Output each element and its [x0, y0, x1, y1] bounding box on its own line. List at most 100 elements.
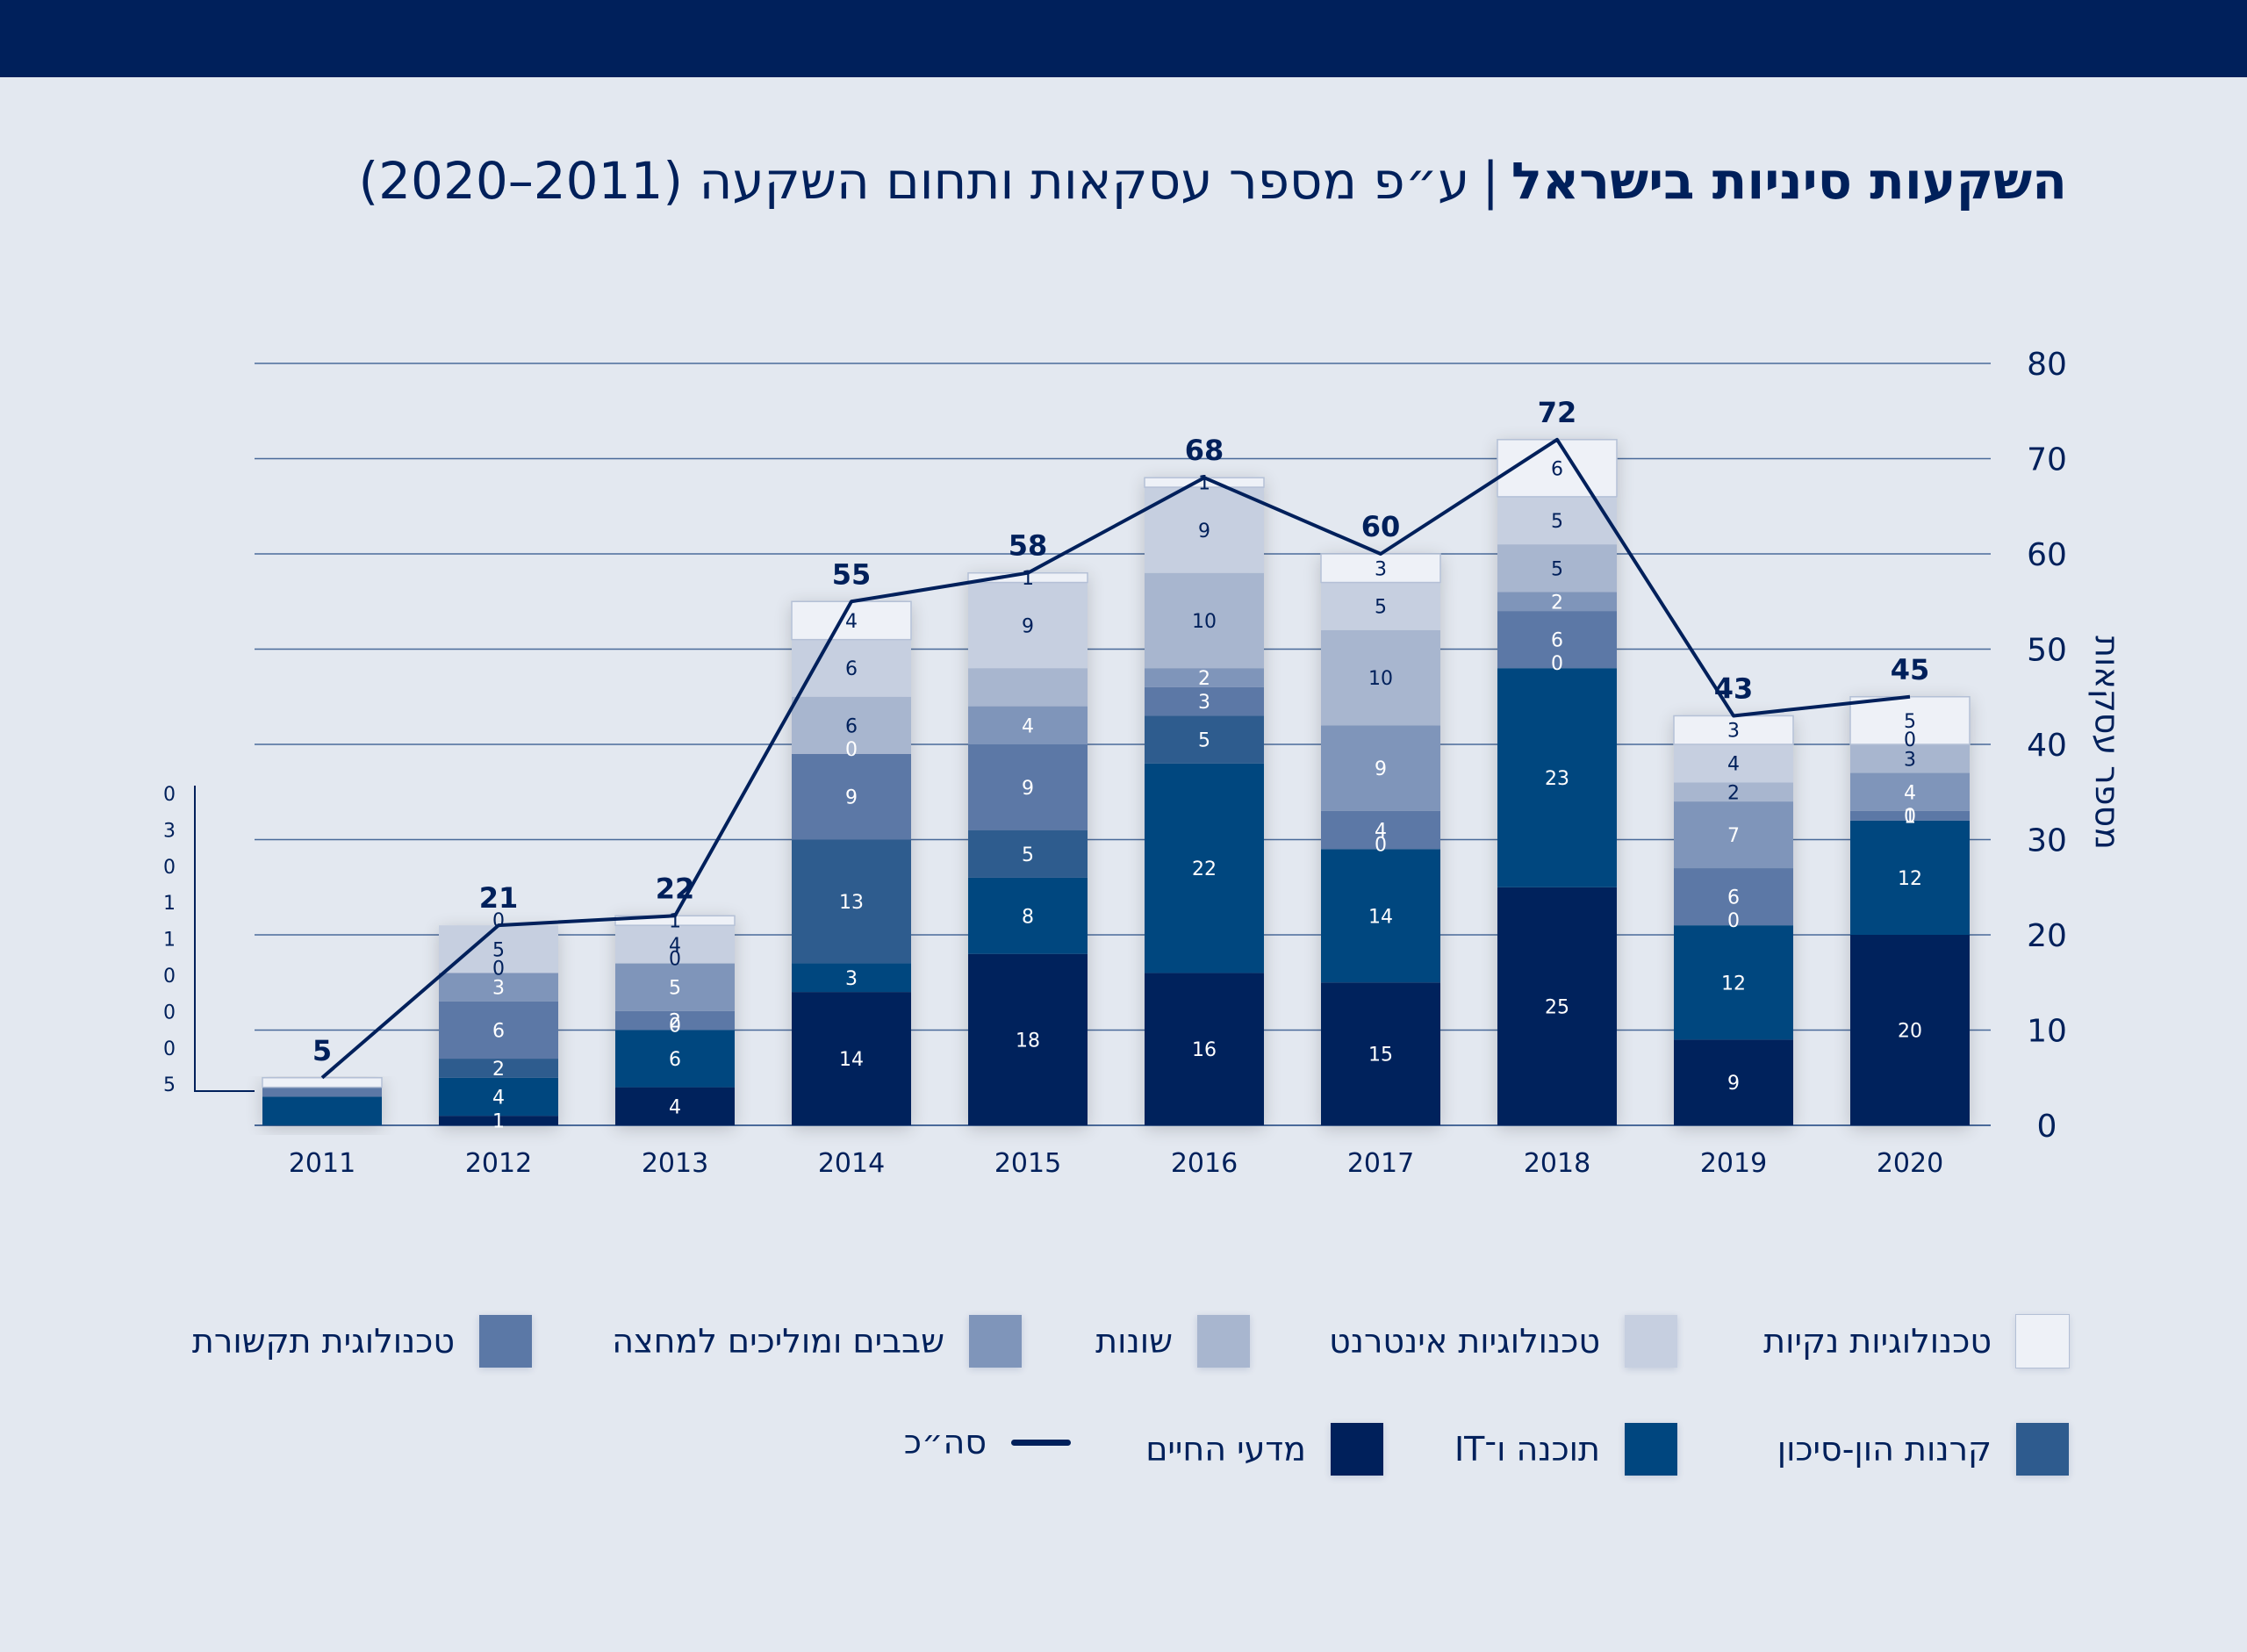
- segment-label: 16: [1192, 1039, 1217, 1061]
- segment-label: 6: [1551, 458, 1563, 480]
- segment-label: 2: [1727, 782, 1740, 804]
- bar-stack: [1320, 553, 1441, 1125]
- bar-segment: [615, 1087, 735, 1125]
- bar-segment: [1850, 820, 1970, 935]
- y-tick-label: 20: [2027, 918, 2067, 954]
- bar-segment: [968, 668, 1088, 707]
- bar-segment: [1145, 973, 1264, 1125]
- segment-label: 5: [1198, 730, 1210, 752]
- total-label: 5: [312, 1034, 332, 1067]
- total-label: 21: [479, 881, 519, 915]
- segment-label: 0: [669, 949, 681, 971]
- bar-segment: [792, 963, 911, 993]
- segment-label: 20: [1898, 1021, 1922, 1043]
- segment-label: 5: [1375, 597, 1387, 619]
- total-label: 43: [1714, 672, 1754, 705]
- segment-label: 6: [845, 715, 858, 737]
- callout-bracket: [194, 786, 255, 1092]
- callout-label: 3: [163, 820, 176, 842]
- segment-label: 2: [492, 1059, 505, 1081]
- segment-label: 4: [1904, 782, 1916, 804]
- segment-label: 10: [1368, 668, 1393, 690]
- segment-label: 1: [1904, 806, 1916, 828]
- bar-segment: [1145, 668, 1264, 687]
- bar-segment: [968, 877, 1088, 954]
- bar-segment: [1850, 744, 1970, 773]
- segment-label: 4: [1727, 754, 1740, 776]
- bar-segment: [1850, 810, 1970, 821]
- x-tick-label: 2016: [1171, 1148, 1238, 1179]
- segment-label: 7: [1727, 825, 1740, 847]
- bar-segment: [1321, 982, 1440, 1125]
- bar-segment: [1673, 715, 1794, 745]
- x-tick-label: 2017: [1347, 1148, 1414, 1179]
- bar-segment: [1674, 1039, 1793, 1125]
- bar-segment: [439, 1059, 558, 1078]
- bar-segment: [1321, 810, 1440, 850]
- segment-label: 3: [1904, 749, 1916, 771]
- callout-label: 0: [163, 1038, 176, 1060]
- bar-segment: [1321, 725, 1440, 811]
- bar-segment: [1145, 715, 1264, 764]
- bar-segment: [1320, 553, 1441, 584]
- total-label: 58: [1009, 529, 1048, 563]
- segment-label: 9: [1375, 758, 1387, 780]
- total-label: 45: [1891, 653, 1930, 686]
- y-tick-label: 10: [2027, 1014, 2067, 1050]
- x-tick-label: 2019: [1700, 1148, 1767, 1179]
- y-tick-label: 0: [2037, 1109, 2057, 1145]
- segment-label: 6: [492, 1021, 505, 1043]
- segment-label: 6: [845, 658, 858, 680]
- title-rest: ע״פ מספר עסקאות ותחום השקעה (2011–2020): [358, 151, 1470, 211]
- callout-label: 5: [163, 1074, 176, 1096]
- callout-label: 1: [163, 930, 176, 952]
- bar-segment: [262, 1096, 382, 1125]
- y-axis: 0 10 20 30 40 50 60 70 80: [2027, 347, 2067, 1145]
- total-label: 68: [1185, 434, 1224, 467]
- segment-label: 12: [1898, 868, 1922, 890]
- segment-label: 2: [669, 1011, 681, 1033]
- total-label: 22: [656, 872, 695, 905]
- bar-segment: [1321, 582, 1440, 630]
- segment-label: 5: [1904, 711, 1916, 733]
- y-tick-label: 70: [2027, 442, 2067, 478]
- callout-label: 0: [163, 784, 176, 806]
- segment-label: 15: [1368, 1045, 1393, 1067]
- callout-2011: 0 3 0 1 1 0 0 0 5: [163, 784, 255, 1096]
- segment-label: 1: [492, 1111, 505, 1133]
- segment-label: 8: [1022, 906, 1034, 928]
- bar-segment: [1850, 772, 1970, 811]
- bar-segment: [1497, 668, 1617, 887]
- segment-label: 6: [1551, 630, 1563, 652]
- bar-segment: [439, 925, 558, 973]
- bar-segment: [1497, 592, 1617, 612]
- bar-segment: [968, 744, 1088, 830]
- segment-label: 2: [1198, 668, 1210, 690]
- segment-label: 9: [1727, 1073, 1740, 1095]
- total-label: 55: [832, 557, 872, 591]
- bar-segment: [792, 839, 911, 964]
- segment-label: 3: [1375, 558, 1387, 580]
- bar-segment: [1145, 487, 1264, 573]
- bar-segment: [1321, 629, 1440, 726]
- segment-label: 23: [1545, 768, 1569, 790]
- bar-stack: [262, 1077, 383, 1125]
- segment-label: 0: [1904, 806, 1916, 828]
- bar-segment: [615, 963, 735, 1011]
- bar-stack: [614, 915, 736, 1125]
- segment-label: 5: [1551, 511, 1563, 533]
- segment-label: 18: [1016, 1030, 1040, 1052]
- title-separator: |: [1482, 151, 1499, 211]
- segment-label: 12: [1721, 973, 1746, 995]
- bar-segment: [1497, 887, 1617, 1125]
- bar-segment: [1849, 696, 1971, 745]
- total-label: 72: [1538, 396, 1577, 429]
- bar-segment: [791, 600, 912, 641]
- segment-label: 0: [1904, 729, 1916, 751]
- top-banner: [0, 0, 2247, 77]
- segment-label: 5: [1022, 844, 1034, 866]
- x-axis: 2011 2012 2013 2014 2015 2016 2017 2018 2019 2020: [289, 1148, 1943, 1179]
- chart-title: השקעות סיניות בישראל|ע״פ מספר עסקאות ותח…: [359, 151, 2067, 211]
